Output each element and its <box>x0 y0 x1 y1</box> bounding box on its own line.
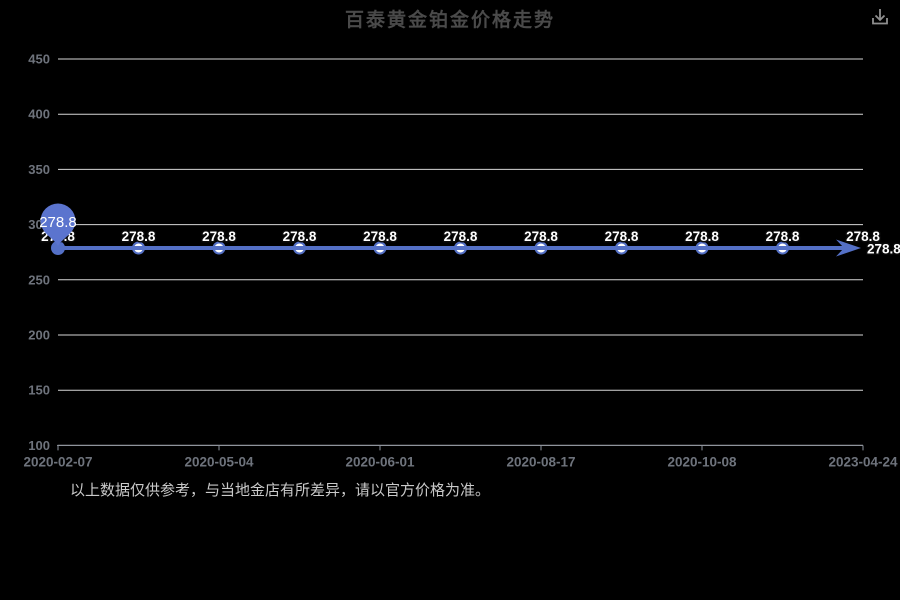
x-tick-label: 2020-08-17 <box>506 454 575 469</box>
y-tick-label: 200 <box>28 328 50 343</box>
x-tick-label: 2020-10-08 <box>667 454 737 469</box>
data-point-label: 278.8 <box>605 229 639 244</box>
y-tick-label: 250 <box>28 272 50 287</box>
data-point-label: 278.8 <box>524 229 558 244</box>
download-icon <box>872 9 888 25</box>
y-tick-label: 150 <box>28 383 50 398</box>
end-value-label: 278.8 <box>867 242 900 257</box>
data-point-label: 278.8 <box>202 229 236 244</box>
x-tick-label: 2020-05-04 <box>184 454 254 469</box>
y-tick-label: 350 <box>28 162 50 177</box>
x-tick-label: 2023-04-24 <box>828 454 898 469</box>
y-tick-label: 400 <box>28 107 50 122</box>
x-tick-label: 2020-06-01 <box>345 454 415 469</box>
data-point-label: 278.8 <box>283 229 317 244</box>
max-tooltip-pin <box>40 203 76 246</box>
y-tick-label: 450 <box>28 52 50 67</box>
chart-title: 百泰黄金铂金价格走势 <box>344 10 555 31</box>
tooltip-value: 278.8 <box>39 214 77 231</box>
data-point-label: 278.8 <box>685 229 719 244</box>
line-end-arrow <box>836 239 861 257</box>
y-tick-label: 100 <box>28 438 50 453</box>
data-point-label: 278.8 <box>363 229 397 244</box>
data-point-label: 278.8 <box>444 229 478 244</box>
data-point-label: 278.8 <box>846 229 880 244</box>
download-button[interactable] <box>866 4 894 32</box>
data-point-label: 278.8 <box>766 229 800 244</box>
data-point-label: 278.8 <box>122 229 156 244</box>
disclaimer-text: 以上数据仅供参考，与当地金店有所差异，请以官方价格为准。 <box>70 482 491 499</box>
x-tick-label: 2020-02-07 <box>23 454 92 469</box>
